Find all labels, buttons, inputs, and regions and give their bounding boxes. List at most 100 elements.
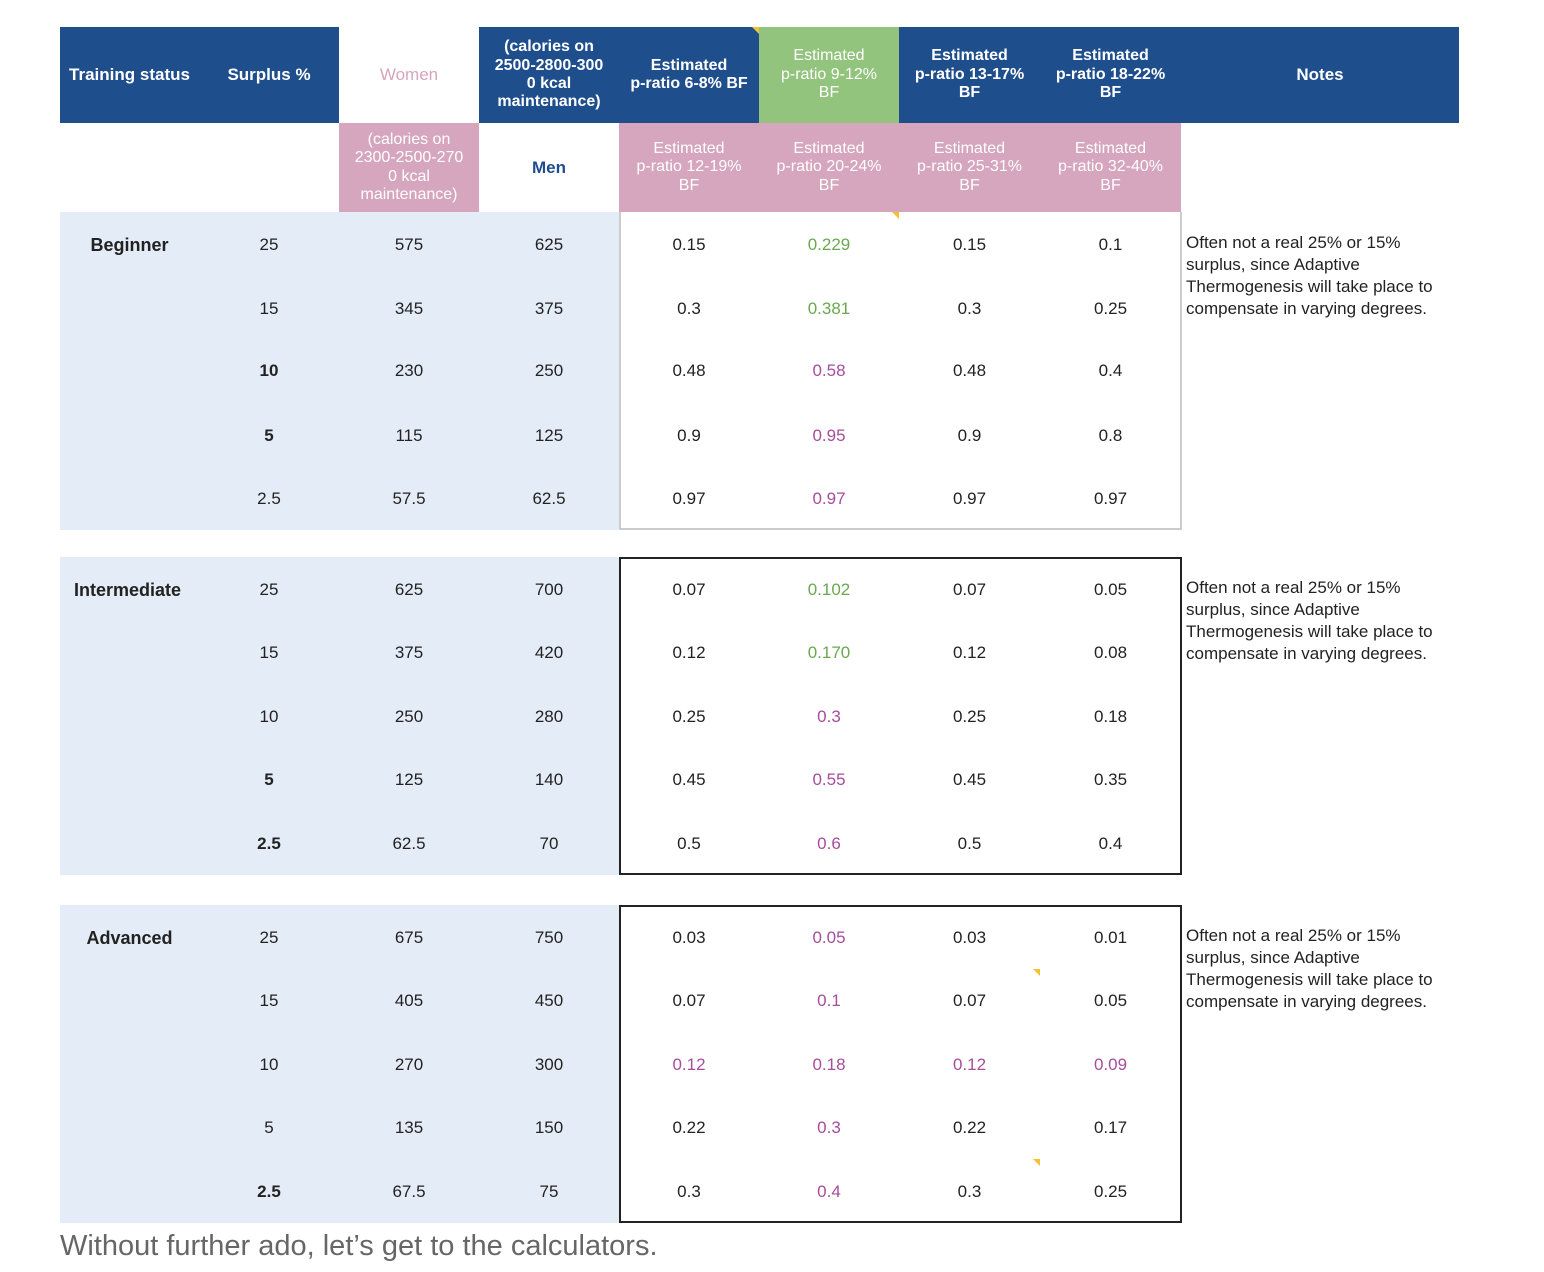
footer-text: Without further ado, let’s get to the ca… — [60, 1230, 658, 1262]
pratio-cell: 0.5 — [677, 834, 701, 854]
men-calories-cell: 140 — [534, 770, 564, 790]
men-calories-cell: 750 — [534, 928, 564, 948]
women-calories-cell: 375 — [394, 643, 424, 663]
pratio-cell: 0.45 — [672, 770, 706, 790]
pratio-cell: 0.3 — [817, 707, 841, 727]
women-calories-cell: 575 — [394, 235, 424, 255]
pratio-cell: 0.8 — [1098, 426, 1123, 446]
pratio-cell: 0.12 — [952, 1055, 987, 1075]
pratio-cell: 0.170 — [807, 643, 851, 663]
men-calories-cell: 280 — [534, 707, 564, 727]
surplus-cell: 2.5 — [257, 1182, 281, 1202]
group-border-advanced — [619, 905, 1182, 1223]
header-men-pratio-3: Estimated p-ratio 13-17% BF — [899, 27, 1040, 123]
pratio-cell: 0.25 — [952, 707, 987, 727]
surplus-cell: 10 — [259, 707, 279, 727]
women-calories-cell: 675 — [394, 928, 424, 948]
comment-marker — [1033, 1159, 1040, 1166]
surplus-cell: 25 — [259, 928, 279, 948]
pratio-cell: 0.9 — [957, 426, 982, 446]
group-note: Often not a real 25% or 15% surplus, sin… — [1186, 233, 1433, 319]
header-women-pratio-3: Estimated p-ratio 25-31% BF — [899, 123, 1040, 212]
pratio-cell: 0.25 — [672, 707, 706, 727]
pratio-cell: 0.97 — [952, 489, 987, 509]
header-notes: Notes — [1181, 27, 1459, 123]
header-women-pratio-1: Estimated p-ratio 12-19% BF — [619, 123, 759, 212]
pratio-cell: 0.18 — [812, 1055, 846, 1075]
header-surplus: Surplus % — [199, 27, 339, 123]
header-women-pratio-4: Estimated p-ratio 32-40% BF — [1040, 123, 1181, 212]
women-calories-cell: 135 — [394, 1118, 424, 1138]
pratio-cell: 0.01 — [1093, 928, 1128, 948]
pratio-cell: 0.1 — [1098, 235, 1123, 255]
pratio-cell: 0.25 — [1093, 299, 1128, 319]
pratio-cell: 0.15 — [952, 235, 987, 255]
women-calories-cell: 250 — [394, 707, 424, 727]
header-women-pratio-2: Estimated p-ratio 20-24% BF — [759, 123, 899, 212]
surplus-cell: 15 — [259, 643, 279, 663]
pratio-cell: 0.3 — [957, 1182, 982, 1202]
surplus-cell: 5 — [264, 1118, 274, 1138]
men-calories-cell: 450 — [534, 991, 564, 1011]
women-calories-cell: 115 — [395, 426, 423, 446]
group-note: Often not a real 25% or 15% surplus, sin… — [1186, 578, 1433, 664]
pratio-cell: 0.3 — [957, 299, 982, 319]
header-men-pratio-1: Estimated p-ratio 6-8% BF — [619, 27, 759, 123]
group-border-beginner — [619, 212, 1182, 530]
pratio-cell: 0.07 — [952, 580, 987, 600]
pratio-cell: 0.55 — [812, 770, 846, 790]
pratio-cell: 0.25 — [1093, 1182, 1128, 1202]
surplus-cell: 2.5 — [257, 489, 281, 509]
group-bg-advanced — [60, 905, 619, 1223]
pratio-cell: 0.95 — [812, 426, 846, 446]
pratio-cell: 0.9 — [677, 426, 701, 446]
pratio-cell: 0.58 — [812, 361, 846, 381]
surplus-cell: 2.5 — [257, 834, 281, 854]
pratio-cell: 0.07 — [952, 991, 987, 1011]
pratio-cell: 0.12 — [952, 643, 987, 663]
pratio-cell: 0.12 — [672, 643, 706, 663]
pratio-cell: 0.4 — [1098, 361, 1123, 381]
men-calories-cell: 420 — [534, 643, 564, 663]
women-calories-cell: 125 — [394, 770, 424, 790]
pratio-cell: 0.22 — [952, 1118, 987, 1138]
pratio-cell: 0.18 — [1093, 707, 1128, 727]
header-men-pratio-2: Estimated p-ratio 9-12% BF — [759, 27, 899, 123]
women-calories-cell: 67.5 — [392, 1182, 426, 1202]
comment-marker — [1033, 969, 1040, 976]
pratio-cell: 0.07 — [672, 991, 706, 1011]
men-calories-cell: 250 — [534, 361, 564, 381]
men-calories-cell: 75 — [539, 1182, 559, 1202]
pratio-cell: 0.07 — [672, 580, 706, 600]
comment-marker — [892, 212, 899, 219]
header-men: Men — [532, 157, 566, 177]
surplus-cell: 5 — [264, 770, 274, 790]
pratio-cell: 0.03 — [952, 928, 987, 948]
group-note: Often not a real 25% or 15% surplus, sin… — [1186, 926, 1433, 1012]
women-calories-cell: 270 — [394, 1055, 424, 1075]
men-calories-cell: 150 — [534, 1118, 564, 1138]
surplus-cell: 25 — [259, 580, 279, 600]
men-calories-cell: 375 — [534, 299, 564, 319]
pratio-cell: 0.4 — [1098, 834, 1123, 854]
group-border-intermediate — [619, 557, 1182, 875]
pratio-cell: 0.05 — [812, 928, 846, 948]
men-calories-cell: 700 — [534, 580, 564, 600]
header-training-status: Training status — [60, 27, 199, 123]
pratio-cell: 0.15 — [672, 235, 706, 255]
pratio-cell: 0.45 — [952, 770, 987, 790]
surplus-cell: 25 — [259, 235, 279, 255]
pratio-cell: 0.381 — [807, 299, 851, 319]
pratio-cell: 0.1 — [817, 991, 841, 1011]
men-calories-cell: 300 — [534, 1055, 564, 1075]
training-status-label: Intermediate — [73, 579, 182, 600]
women-calories-cell: 230 — [394, 361, 424, 381]
pratio-cell: 0.22 — [672, 1118, 706, 1138]
surplus-cell: 15 — [259, 991, 279, 1011]
pratio-cell: 0.97 — [1093, 489, 1128, 509]
header-men-pratio-4: Estimated p-ratio 18-22% BF — [1040, 27, 1181, 123]
pratio-cell: 0.229 — [807, 235, 851, 255]
women-calories-cell: 345 — [394, 299, 424, 319]
women-calories-cell: 405 — [394, 991, 424, 1011]
group-bg-beginner — [60, 212, 619, 530]
